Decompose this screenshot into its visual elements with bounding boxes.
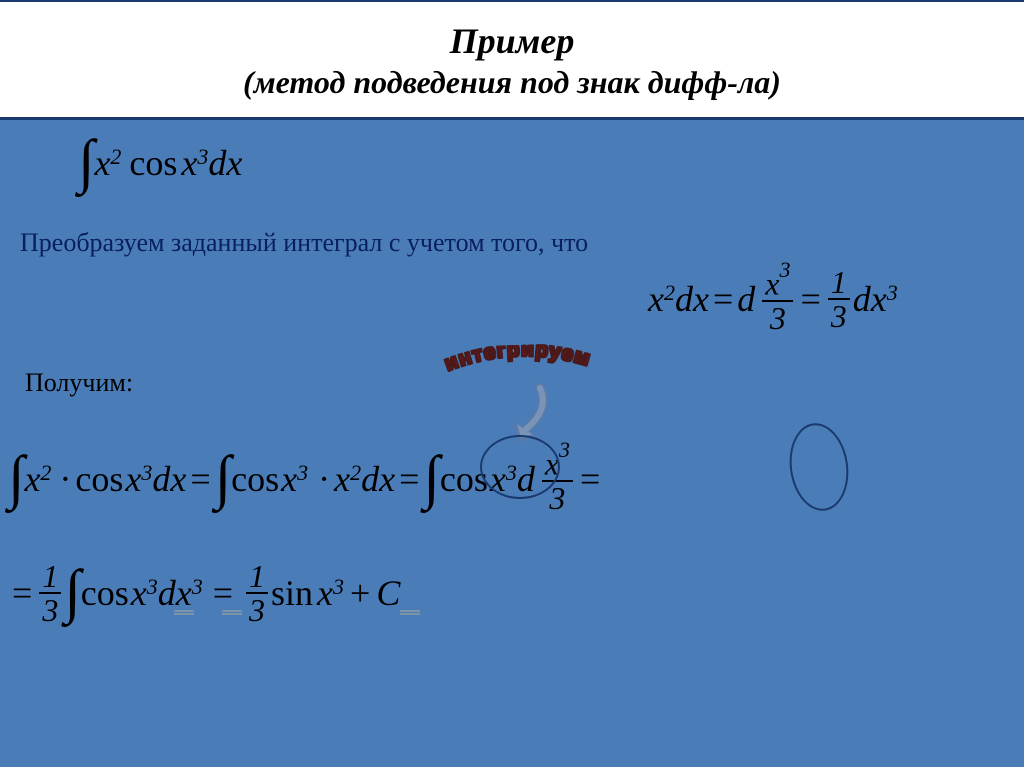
exp-3: 3 xyxy=(197,144,208,170)
de-dx2: dx xyxy=(853,278,887,320)
frac-x3-3b: x3 3 xyxy=(542,445,573,514)
text-transform: Преобразуем заданный интеграл с учетом т… xyxy=(20,228,588,258)
frac-x3-3: x3 3 xyxy=(762,265,793,334)
frac-1-3b: 1 3 xyxy=(39,560,61,626)
frac-1-3: 1 3 xyxy=(828,266,850,332)
dx: dx xyxy=(208,142,242,184)
var-x2: x xyxy=(181,142,197,184)
curved-arrow-icon xyxy=(495,380,555,450)
de-dxp: 3 xyxy=(887,280,898,306)
underline-1 xyxy=(174,610,194,615)
slide-content: ∫ x2 cos x3 dx Преобразуем заданный инте… xyxy=(0,120,1024,767)
underline-2 xyxy=(222,610,242,615)
var-x: x xyxy=(94,142,110,184)
highlight-circle-2 xyxy=(784,419,854,514)
slide-subtitle: (метод подведения под знак дифф-ла) xyxy=(0,64,1024,101)
de-x: x xyxy=(648,278,664,320)
slide-title: Пример xyxy=(0,20,1024,62)
de-d: d xyxy=(737,278,755,320)
de-dx: dx xyxy=(675,278,709,320)
underline-3 xyxy=(400,610,420,615)
frac-1-3c: 1 3 xyxy=(246,560,268,626)
chain-line-2: = 1 3 ∫ cos x3 dx3 = 1 3 sin x3 + C xyxy=(8,560,400,626)
text-result: Получим: xyxy=(25,368,133,398)
fn-cos: cos xyxy=(129,142,177,184)
slide-header: Пример (метод подведения под знак дифф-л… xyxy=(0,0,1024,120)
chain-line-1: ∫ x2 · cos x3 dx = ∫ cos x3 · x2 dx = ∫ … xyxy=(8,445,604,514)
svg-text:интегрируем: интегрируем xyxy=(441,342,594,376)
exp-2: 2 xyxy=(110,144,121,170)
de-p: 2 xyxy=(664,280,675,306)
differential-identity: x2 dx = d x3 3 = 1 3 dx3 xyxy=(648,265,898,334)
integral-problem: ∫ x2 cos x3 dx xyxy=(78,142,242,184)
